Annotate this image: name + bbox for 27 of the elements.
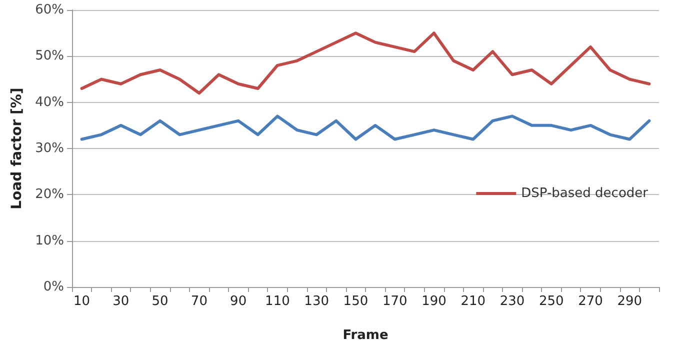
y-tick-label: 10% bbox=[35, 233, 64, 248]
x-tick-label: 230 bbox=[500, 294, 525, 309]
legend-label: DSP-based decoder bbox=[521, 186, 649, 201]
x-tick-label: 70 bbox=[190, 294, 208, 309]
x-tick-label: 290 bbox=[617, 294, 642, 309]
line-series bbox=[80, 32, 651, 95]
y-tick-label: 50% bbox=[35, 48, 64, 64]
y-tick-label: 0% bbox=[43, 280, 64, 294]
x-tick-label: 90 bbox=[230, 294, 247, 309]
y-axis-title: Load factor [%] bbox=[9, 88, 26, 210]
x-tick-label: 10 bbox=[74, 294, 90, 309]
line-series bbox=[80, 114, 651, 141]
x-tick-label: 150 bbox=[343, 294, 368, 309]
x-tick-label: 250 bbox=[538, 294, 564, 309]
x-tick-label: 170 bbox=[382, 294, 408, 309]
x-tick-label: 30 bbox=[112, 294, 130, 309]
x-tick-label: 110 bbox=[265, 294, 290, 309]
y-tick-label: 20% bbox=[35, 187, 64, 202]
y-tick-label: 60% bbox=[35, 2, 64, 18]
y-tick-label: 40% bbox=[35, 94, 64, 110]
x-tick-label: 130 bbox=[304, 294, 329, 309]
x-axis-title: Frame bbox=[342, 328, 388, 343]
x-tick-label: 190 bbox=[422, 294, 446, 309]
x-tick-label: 270 bbox=[578, 294, 603, 309]
y-tick-label: 30% bbox=[35, 141, 64, 156]
x-tick-label: 210 bbox=[460, 294, 486, 309]
x-tick-label: 50 bbox=[152, 294, 168, 309]
